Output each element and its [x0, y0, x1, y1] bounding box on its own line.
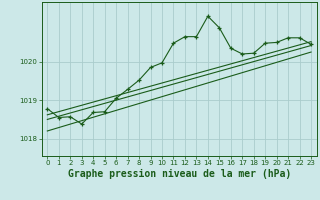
X-axis label: Graphe pression niveau de la mer (hPa): Graphe pression niveau de la mer (hPa) [68, 169, 291, 179]
